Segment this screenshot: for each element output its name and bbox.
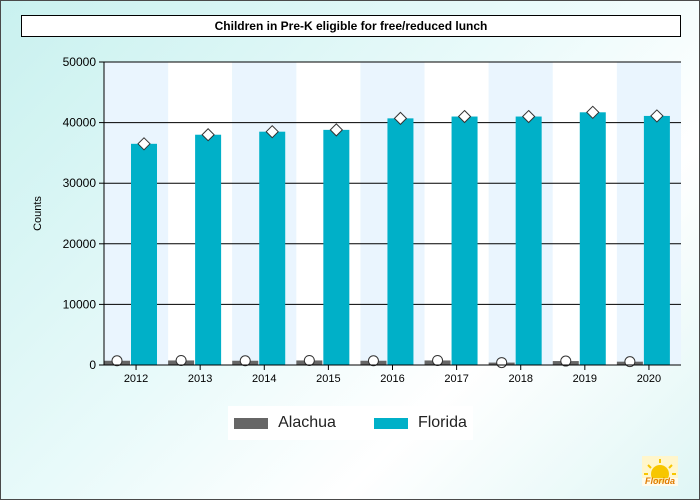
bar-florida-2013	[195, 134, 222, 365]
marker-alachua-2019	[560, 355, 572, 367]
bar-florida-2016	[387, 118, 414, 365]
marker-florida-2012	[137, 137, 151, 151]
marker-alachua-2013	[175, 354, 187, 366]
x-tick-label: 2013	[188, 373, 212, 385]
legend-swatch-florida	[373, 417, 408, 429]
marker-alachua-2018	[496, 357, 508, 369]
bar-florida-2019	[579, 112, 606, 365]
legend-label-florida: Florida	[417, 414, 467, 431]
y-tick-label: 10000	[63, 297, 97, 311]
legend-item-alachua: Alachua	[234, 414, 336, 432]
bar-florida-2020	[643, 115, 670, 366]
bar-florida-2012	[131, 143, 157, 365]
bar-florida-2015	[323, 129, 350, 365]
x-tick-label: 2017	[444, 373, 468, 385]
y-tick-label: 50000	[63, 55, 97, 69]
marker-florida-2015	[329, 123, 344, 137]
marker-florida-2017	[457, 109, 472, 124]
x-tick-label: 2020	[637, 373, 661, 385]
marker-alachua-2016	[367, 355, 379, 367]
sun-icon	[642, 456, 678, 486]
bar-florida-2014	[259, 131, 286, 365]
marker-alachua-2014	[239, 355, 251, 367]
y-tick-label: 30000	[63, 176, 97, 190]
marker-florida-2014	[265, 124, 279, 139]
logo-text: Florida	[644, 476, 675, 486]
marker-alachua-2020	[624, 356, 636, 368]
x-tick-label: 2018	[508, 373, 532, 385]
florida-sun-logo: Florida	[642, 456, 678, 486]
x-tick-label: 2015	[316, 373, 340, 385]
marker-florida-2016	[393, 111, 408, 126]
x-tick-label: 2016	[380, 373, 404, 385]
bar-florida-2017	[451, 116, 478, 365]
y-tick-label: 40000	[63, 116, 97, 130]
marker-florida-2013	[201, 128, 215, 142]
marker-florida-2019	[586, 105, 600, 120]
chart-legend: Alachua Florida	[228, 406, 473, 440]
marker-florida-2020	[650, 109, 664, 123]
legend-label-alachua: Alachua	[278, 414, 336, 431]
marker-alachua-2017	[432, 354, 444, 366]
legend-item-florida: Florida	[373, 414, 467, 432]
y-tick-label: 0	[89, 358, 96, 372]
x-tick-label: 2014	[252, 373, 276, 385]
chart-title: Children in Pre-K eligible for free/redu…	[21, 15, 681, 37]
legend-swatch-alachua	[234, 417, 269, 429]
marker-alachua-2015	[303, 354, 315, 366]
x-tick-label: 2019	[573, 373, 597, 385]
y-axis-title: Counts	[32, 196, 44, 231]
x-tick-label: 2012	[124, 373, 148, 385]
y-tick-label: 20000	[63, 237, 97, 251]
marker-florida-2018	[521, 109, 536, 124]
bar-florida-2018	[515, 116, 542, 365]
marker-alachua-2012	[111, 355, 123, 367]
